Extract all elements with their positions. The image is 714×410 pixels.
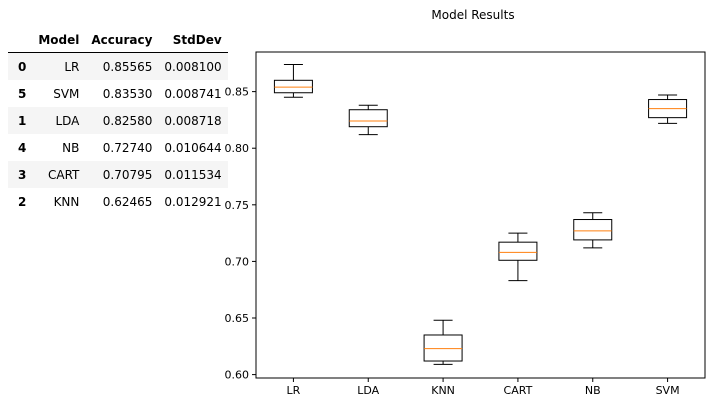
row-stddev: 0.008718 xyxy=(158,107,228,134)
column-header-accuracy: Accuracy xyxy=(85,28,159,53)
x-tick-label: CART xyxy=(504,384,533,397)
chart-title: Model Results xyxy=(431,8,514,22)
table-row: 3 CART 0.70795 0.011534 xyxy=(8,161,228,188)
row-model: NB xyxy=(62,140,80,155)
y-tick-label: 0.75 xyxy=(225,199,250,212)
row-index: 4 xyxy=(18,140,27,155)
row-model: LR xyxy=(32,52,86,80)
row-stddev: 0.010644 xyxy=(164,140,222,155)
row-model: CART xyxy=(32,161,86,188)
row-stddev: 0.008100 xyxy=(158,52,228,80)
row-stddev: 0.012921 xyxy=(164,194,222,209)
plot-area xyxy=(255,51,706,379)
boxes xyxy=(273,63,688,365)
x-tick-label: LR xyxy=(287,384,301,397)
x-tick-label: NB xyxy=(585,384,601,397)
row-accuracy: 0.82580 xyxy=(85,107,159,134)
table-row: 4 NB 0.72740 0.010644 xyxy=(8,134,228,161)
row-stddev: 0.011534 xyxy=(158,161,228,188)
box-knn xyxy=(423,334,463,362)
table-row: 5 SVM 0.83530 0.008741 xyxy=(8,80,228,107)
column-header-model: Model xyxy=(32,28,86,53)
row-index: 5 xyxy=(18,86,27,101)
x-tick-label: LDA xyxy=(357,384,379,397)
row-index: 2 xyxy=(18,194,27,209)
row-index: 1 xyxy=(8,107,33,134)
x-tick-label: KNN xyxy=(431,384,455,397)
row-index: 0 xyxy=(8,52,33,80)
column-header-stddev: StdDev xyxy=(158,28,228,53)
box-cart xyxy=(498,241,538,261)
row-stddev: 0.008741 xyxy=(164,86,222,101)
x-tick-label: SVM xyxy=(656,384,680,397)
y-tick-label: 0.60 xyxy=(225,369,250,382)
box-lda xyxy=(348,109,388,128)
row-accuracy: 0.70795 xyxy=(85,161,159,188)
box-nb xyxy=(573,219,613,241)
results-table: Model Accuracy StdDev 0 LR 0.85565 0.008… xyxy=(8,28,228,215)
row-accuracy: 0.85565 xyxy=(85,52,159,80)
x-axis: LR LDA KNN CART NB SVM xyxy=(287,378,680,397)
row-model: KNN xyxy=(53,194,80,209)
y-axis: 0.60 0.65 0.70 0.75 0.80 0.85 xyxy=(225,86,256,382)
y-tick-label: 0.70 xyxy=(225,255,250,268)
table-row: 0 LR 0.85565 0.008100 xyxy=(8,52,228,80)
table-header-row: Model Accuracy StdDev xyxy=(8,28,228,53)
column-header-index xyxy=(8,28,33,53)
table-row: 1 LDA 0.82580 0.008718 xyxy=(8,107,228,134)
y-tick-label: 0.80 xyxy=(225,142,250,155)
row-model: SVM xyxy=(53,86,80,101)
table-row: 2 KNN 0.62465 0.012921 xyxy=(8,188,228,215)
y-tick-label: 0.65 xyxy=(225,312,250,325)
row-accuracy: 0.83530 xyxy=(102,86,153,101)
box-lr xyxy=(273,79,313,94)
row-index: 3 xyxy=(8,161,33,188)
row-accuracy: 0.72740 xyxy=(102,140,153,155)
y-tick-label: 0.85 xyxy=(225,86,250,99)
row-accuracy: 0.62465 xyxy=(102,194,153,209)
row-model: LDA xyxy=(32,107,86,134)
